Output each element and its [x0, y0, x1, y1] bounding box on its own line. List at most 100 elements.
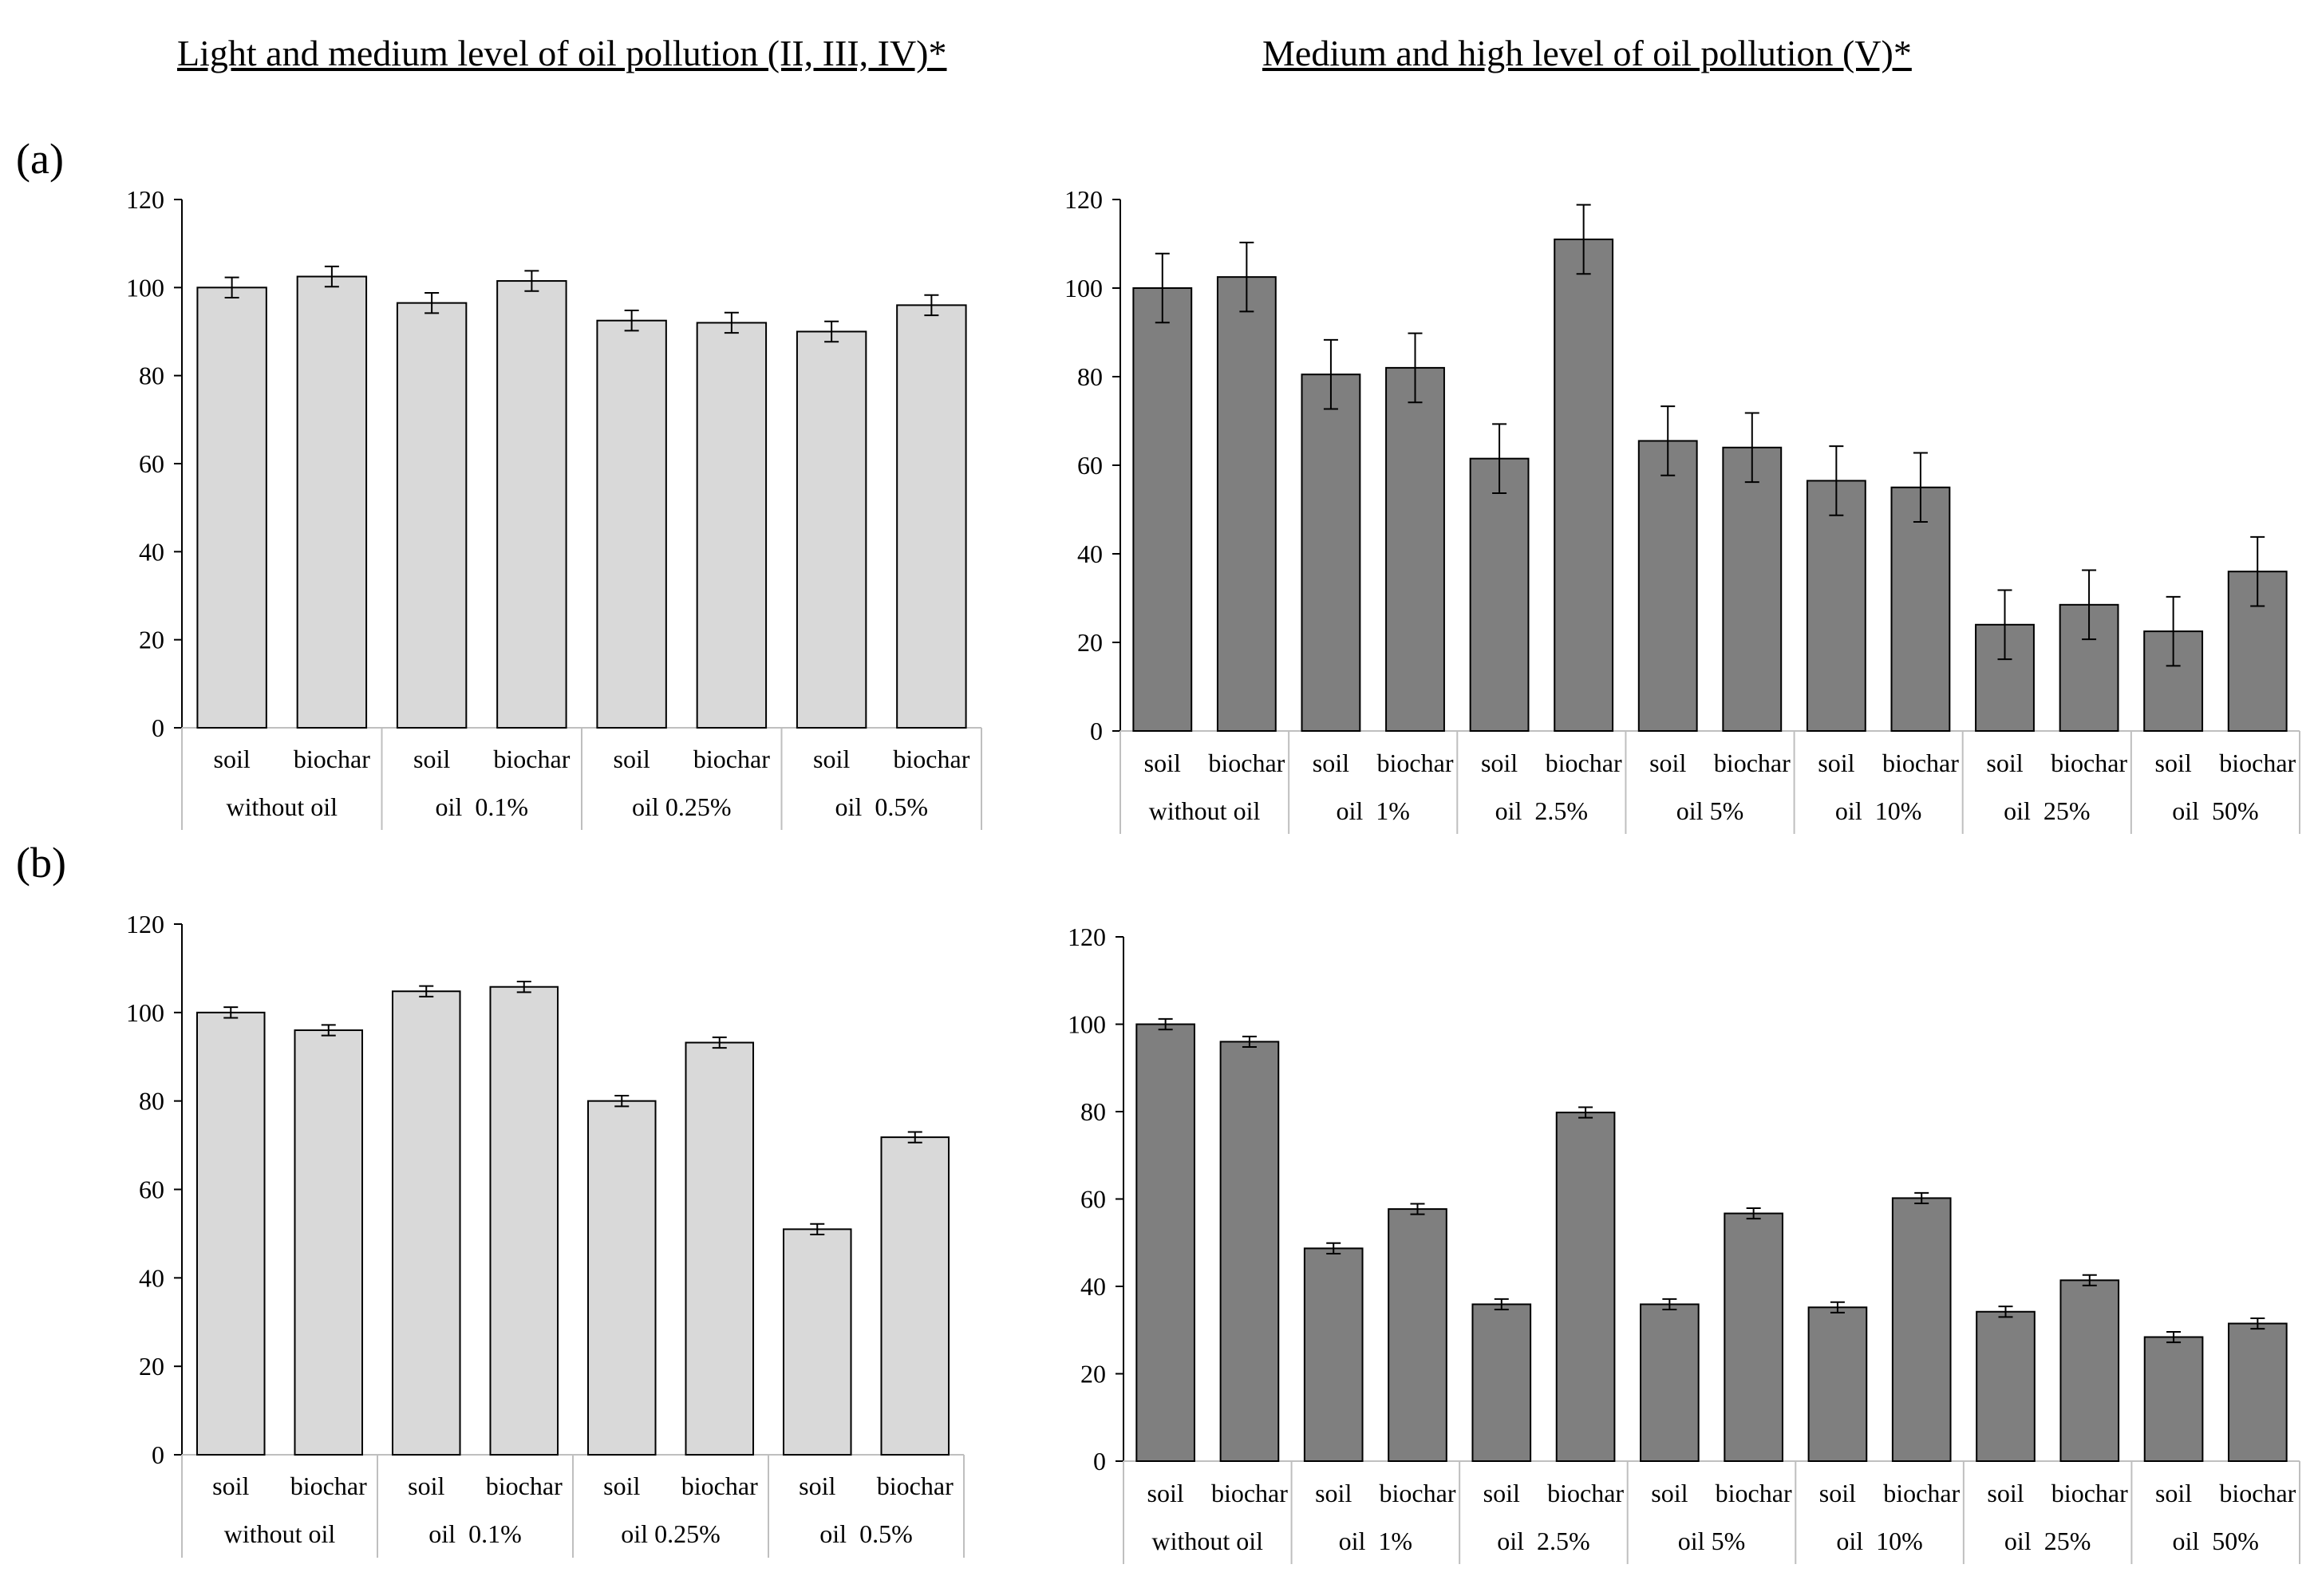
category-label: biochar	[1211, 1479, 1288, 1507]
chart-b-left: 0 20 40 60 80 100 120 soil biochar soil biochar soi…	[126, 910, 965, 1558]
y-tick-label: 100	[126, 273, 164, 302]
category-label: soil	[1483, 1479, 1520, 1507]
category-label: biochar	[294, 745, 370, 773]
bar	[1554, 238, 1614, 732]
bar	[1388, 1208, 1447, 1462]
category-label: biochar	[1377, 749, 1454, 777]
y-tick-label: 20	[1077, 628, 1103, 657]
group-label: oil 1%	[1336, 796, 1409, 825]
y-tick-label: 120	[1068, 922, 1106, 951]
bar	[1806, 480, 1866, 732]
category-label: biochar	[693, 745, 770, 773]
category-label: soil	[1651, 1479, 1688, 1507]
bar	[1301, 373, 1361, 732]
y-tick-label: 40	[1080, 1272, 1106, 1301]
bar	[1976, 1310, 2036, 1462]
y-tick-label: 40	[139, 537, 164, 566]
category-label: soil	[2155, 1479, 2192, 1507]
category-label: soil	[1144, 749, 1181, 777]
bar	[1807, 1306, 1868, 1462]
bar	[1890, 486, 1951, 732]
category-label: biochar	[1208, 749, 1285, 777]
bar	[2059, 1279, 2120, 1462]
category-label: soil	[1987, 1479, 2024, 1507]
y-tick-label: 120	[1064, 185, 1103, 214]
bar	[1555, 1112, 1616, 1462]
group-label: oil 0.1%	[436, 792, 528, 821]
category-label: biochar	[2051, 749, 2127, 777]
y-tick-label: 80	[1080, 1097, 1106, 1126]
group-label: oil 50%	[2172, 1527, 2258, 1555]
chart-a-right: 0 20 40 60 80 100 120 soil biochar soil biochar soi…	[1064, 185, 2300, 834]
category-label: biochar	[1547, 1479, 1624, 1507]
category-label: biochar	[2219, 1479, 2296, 1507]
group-label: without oil	[224, 1519, 336, 1548]
chart-b-right: 0 20 40 60 80 100 120 soil biochar soil biochar soi…	[1068, 922, 2300, 1564]
bar	[195, 1011, 266, 1456]
category-label: biochar	[2219, 749, 2296, 777]
y-tick-label: 120	[126, 910, 164, 938]
bar	[489, 986, 559, 1456]
y-tick-label: 0	[1090, 717, 1103, 745]
y-tick-label: 0	[1093, 1447, 1106, 1476]
bar	[796, 330, 867, 729]
row-label-b: (b)	[16, 839, 66, 887]
category-label: biochar	[877, 1472, 954, 1500]
bar	[1724, 1212, 1783, 1462]
y-tick-label: 20	[139, 1352, 164, 1381]
bar	[396, 302, 468, 729]
category-label: soil	[2155, 749, 2192, 777]
category-label: biochar	[1380, 1479, 1456, 1507]
category-label: biochar	[1882, 749, 1959, 777]
category-label: soil	[1315, 1479, 1352, 1507]
y-tick-label: 80	[139, 1087, 164, 1116]
bar	[1640, 1303, 1700, 1463]
bar	[2143, 1336, 2204, 1463]
category-label: soil	[1819, 1479, 1856, 1507]
category-label: soil	[1313, 749, 1349, 777]
category-label: biochar	[681, 1472, 758, 1500]
group-label: oil 25%	[2004, 1527, 2091, 1555]
group-label: oil 0.5%	[819, 1519, 912, 1548]
bar	[1219, 1041, 1280, 1462]
row-label-a: (a)	[16, 135, 64, 183]
y-tick-label: 100	[1064, 274, 1103, 302]
y-tick-label: 20	[139, 626, 164, 654]
group-label: oil 25%	[2004, 796, 2090, 825]
group-label: without oil	[1149, 796, 1261, 825]
bar	[1385, 366, 1445, 732]
bar	[1469, 457, 1530, 732]
group-label: oil 2.5%	[1497, 1527, 1589, 1555]
bar	[1303, 1247, 1364, 1462]
category-label: soil	[212, 1472, 249, 1500]
bar	[696, 322, 768, 729]
category-label: soil	[1147, 1479, 1184, 1507]
category-label: soil	[603, 1472, 640, 1500]
group-label: oil 0.25%	[621, 1519, 720, 1548]
y-tick-label: 80	[1077, 362, 1103, 391]
bar	[596, 319, 667, 729]
group-label: oil 0.25%	[632, 792, 731, 821]
category-label: biochar	[2051, 1479, 2128, 1507]
bar	[880, 1136, 950, 1456]
category-label: biochar	[1883, 1479, 1960, 1507]
y-tick-label: 100	[126, 998, 164, 1027]
y-tick-label: 60	[1080, 1185, 1106, 1214]
bar	[196, 286, 267, 729]
y-tick-label: 60	[139, 1175, 164, 1204]
bar	[1135, 1023, 1195, 1462]
bar	[2059, 603, 2119, 733]
group-label: without oil	[226, 792, 338, 821]
category-label: soil	[413, 745, 450, 773]
group-label: oil 50%	[2172, 796, 2258, 825]
group-label: oil 10%	[1835, 796, 1921, 825]
y-tick-label: 40	[1077, 539, 1103, 568]
category-label: soil	[813, 745, 850, 773]
category-label: soil	[1818, 749, 1854, 777]
bar	[782, 1228, 852, 1456]
y-tick-label: 60	[1077, 451, 1103, 480]
category-label: soil	[408, 1472, 444, 1500]
bar	[896, 304, 967, 729]
group-label: oil 1%	[1339, 1527, 1412, 1555]
group-label: oil 10%	[1836, 1527, 1922, 1555]
